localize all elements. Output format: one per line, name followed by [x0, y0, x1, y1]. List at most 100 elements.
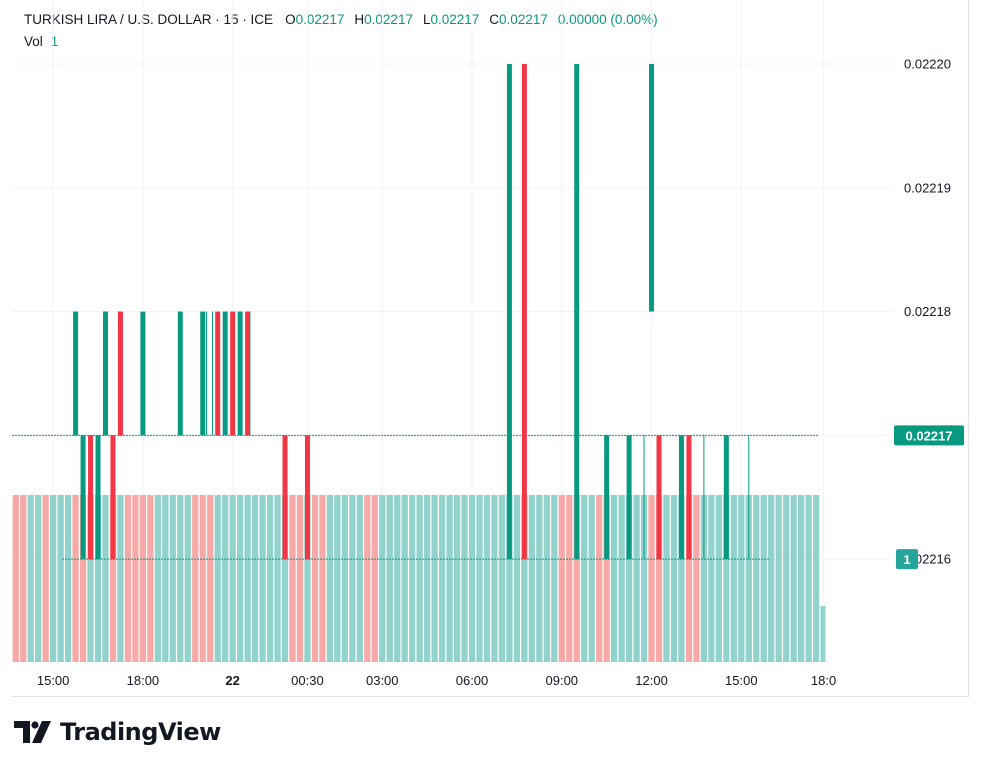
- volume-bar: [177, 495, 184, 662]
- volume-bar: [603, 495, 610, 662]
- tradingview-logo-icon: [14, 721, 51, 743]
- volume-bar: [640, 495, 648, 662]
- candle: [117, 311, 123, 436]
- volume-bar: [611, 495, 618, 662]
- volume-bar: [162, 495, 169, 662]
- volume-bar: [109, 495, 117, 662]
- last-price-label: 0.02217: [906, 428, 953, 443]
- volume-bar: [281, 495, 289, 662]
- volume-bar: [588, 495, 595, 662]
- volume-bar: [790, 495, 797, 662]
- volume-bar: [326, 495, 334, 662]
- volume-bar: [738, 495, 745, 662]
- volume-bar: [79, 495, 87, 662]
- volume-bar: [670, 495, 678, 662]
- volume-bar: [334, 495, 341, 662]
- volume-bar: [453, 495, 461, 662]
- change-value: 0.00000 (0.00%): [557, 12, 658, 27]
- time-tick-label: 15:00: [725, 673, 758, 688]
- price-chart[interactable]: 0.022200.022190.022180.022170.022160.022…: [0, 0, 982, 700]
- open-label: O: [285, 12, 296, 27]
- volume-bar: [341, 495, 348, 662]
- volume-bar: [147, 495, 154, 662]
- volume-bar: [693, 495, 700, 662]
- volume-bar: [775, 495, 782, 662]
- volume-bar: [730, 495, 737, 662]
- candle: [282, 435, 288, 560]
- volume-bar: [798, 495, 805, 662]
- volume-bar: [259, 495, 266, 662]
- high-label: H: [354, 12, 365, 27]
- volume-bar: [476, 495, 483, 662]
- volume-bar: [753, 495, 760, 662]
- volume-bar: [132, 495, 139, 662]
- volume-bar: [244, 495, 251, 662]
- volume-bar: [394, 495, 401, 662]
- volume-bar: [229, 495, 236, 662]
- volume-bar: [551, 495, 558, 662]
- volume-bar: [371, 495, 378, 662]
- volume-bar: [618, 495, 625, 662]
- volume-bar: [685, 495, 693, 662]
- volume-bar: [543, 495, 550, 662]
- candle: [521, 64, 527, 560]
- volume-bar: [663, 495, 670, 662]
- volume-bar: [812, 495, 820, 662]
- volume-bar: [438, 495, 446, 662]
- candle: [237, 311, 243, 436]
- last-volume-badge: [896, 549, 918, 570]
- volume-bar: [416, 495, 423, 662]
- candle: [110, 435, 116, 560]
- candle: [140, 311, 146, 436]
- volume-bar: [356, 495, 363, 662]
- last-volume-label: 1: [903, 552, 910, 567]
- high-value: 0.02217: [364, 12, 413, 27]
- candle: [177, 311, 183, 436]
- volume-bar: [715, 495, 722, 662]
- volume-bar: [50, 495, 57, 662]
- volume-bar: [199, 495, 206, 662]
- volume-bar: [783, 495, 790, 662]
- volume-bar: [207, 495, 214, 662]
- volume-bar: [192, 495, 199, 662]
- volume-bar: [491, 495, 498, 662]
- volume-bar: [35, 495, 42, 662]
- volume-bar: [349, 495, 356, 662]
- candle: [656, 435, 662, 560]
- time-tick-label: 00:30: [291, 673, 324, 688]
- time-tick-label: 03:00: [366, 673, 399, 688]
- chart-frame: [12, 0, 969, 697]
- volume-bar: [431, 495, 438, 662]
- volume-bar: [304, 495, 311, 662]
- candles: [12, 64, 818, 560]
- time-tick-label: 18:0: [811, 673, 836, 688]
- low-label: L: [422, 12, 431, 27]
- volume-row: Vol 1: [24, 31, 668, 53]
- tradingview-logo[interactable]: TradingView: [14, 718, 221, 746]
- time-tick-label: 22: [225, 673, 239, 688]
- symbol-title[interactable]: TURKISH LIRA / U.S. DOLLAR · 15 · ICE: [24, 12, 274, 27]
- volume-bar: [64, 495, 72, 662]
- volume-bar: [461, 495, 468, 662]
- candle: [95, 435, 101, 560]
- volume-bar: [154, 495, 161, 662]
- volume-bar: [558, 495, 565, 662]
- candle: [574, 64, 580, 560]
- volume-bar: [424, 495, 431, 662]
- volume-bar: [506, 495, 513, 662]
- candle: [215, 311, 221, 436]
- volume-bars: [12, 495, 826, 662]
- volume-bar: [708, 495, 715, 662]
- volume-bar: [573, 495, 580, 662]
- ohlc-row: TURKISH LIRA / U.S. DOLLAR · 15 · ICE O 0.…: [24, 9, 668, 31]
- volume-bar: [311, 495, 319, 662]
- volume-bar-live: [820, 606, 826, 662]
- volume-bar: [184, 495, 191, 662]
- volume-bar: [528, 495, 535, 662]
- volume-bar: [379, 495, 386, 662]
- volume-bar: [251, 495, 259, 662]
- time-axis[interactable]: 15:00 18:00 22 00:30 03:00 06:00 09:00 12:00 15:…: [37, 673, 836, 688]
- price-axis[interactable]: 0.022200.022190.022180.022170.022160.022…: [894, 57, 964, 570]
- candle: [230, 311, 236, 436]
- volume-bar: [768, 495, 775, 662]
